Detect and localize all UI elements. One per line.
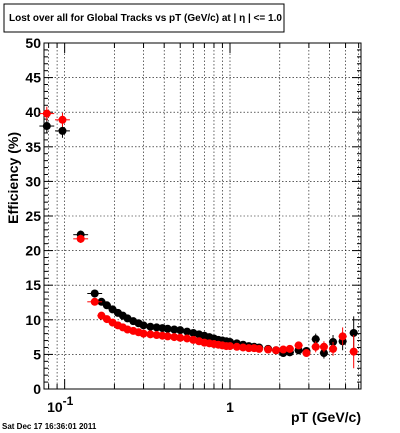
data-point [163,332,172,341]
data-point [279,345,288,354]
footer-timestamp: Sat Dec 17 16:36:01 2011 [2,422,97,431]
data-point [102,301,111,310]
data-point [170,325,179,334]
y-axis-title: Efficiency (%) [5,132,21,224]
data-point [58,115,67,124]
data-series [39,106,358,369]
data-point [163,324,172,333]
chart-title-box: Lost over all for Global Tracks vs pT (G… [3,3,285,33]
data-point [42,122,51,131]
data-point [264,345,273,354]
y-tick-label: 50 [25,35,41,51]
data-point [176,326,185,335]
data-point [170,333,179,342]
y-tick-label: 10 [25,312,41,328]
y-tick-label: 15 [25,277,41,293]
data-point [349,328,358,337]
y-tick-label: 40 [25,104,41,120]
y-tick-label: 45 [25,70,41,86]
data-point [255,344,264,353]
data-point [183,334,192,343]
data-point [302,349,311,358]
data-point [146,322,155,331]
x-tick-label: 1 [226,399,234,415]
x-tick-label-exponent: -1 [63,394,74,408]
y-tick-label: 35 [25,139,41,155]
data-point [102,315,111,324]
data-point [232,342,241,351]
y-tick-label: 0 [33,381,41,397]
data-point [42,109,51,118]
data-point [272,346,281,355]
data-point [294,341,303,350]
y-tick-label: 25 [25,208,41,224]
data-point [146,330,155,339]
x-tick-label: 10 [47,399,63,415]
data-point [319,349,328,358]
data-point [90,297,99,306]
x-axis-title: pT (GeV/c) [291,409,361,425]
chart-title: Lost over all for Global Tracks vs pT (G… [9,13,282,24]
data-point [285,344,294,353]
data-point [58,126,67,135]
data-point [338,332,347,341]
data-point [311,335,320,344]
y-tick-label: 5 [33,346,41,362]
data-point [139,329,148,338]
data-point [90,289,99,298]
y-tick-label: 30 [25,173,41,189]
data-point [311,342,320,351]
data-point [225,342,234,351]
data-point [139,321,148,330]
data-point [349,347,358,356]
data-point [176,333,185,342]
data-point [329,344,338,353]
y-tick-label: 20 [25,243,41,259]
data-point [183,327,192,336]
series-1 [39,106,358,369]
data-point [76,234,85,243]
data-point [319,342,328,351]
